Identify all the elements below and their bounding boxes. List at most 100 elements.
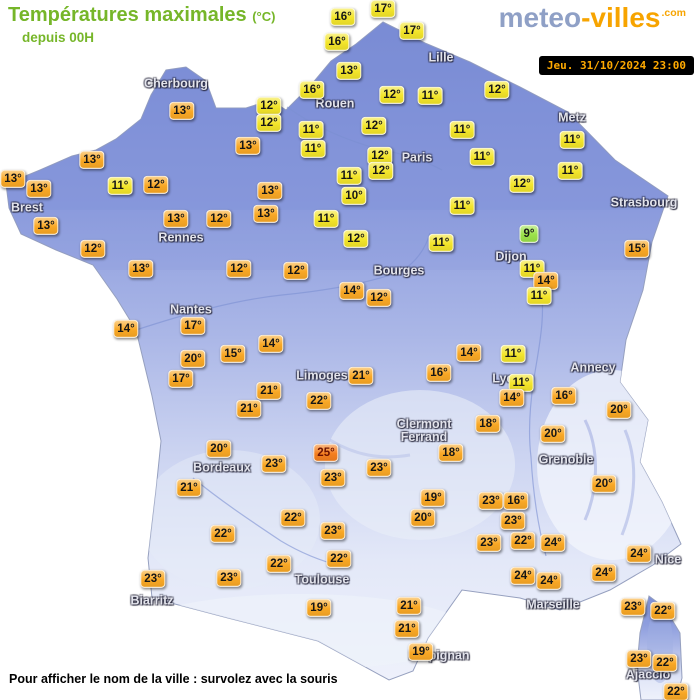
temperature-label[interactable]: 18°	[475, 414, 501, 434]
temperature-label[interactable]: 12°	[283, 261, 309, 281]
temperature-label[interactable]: 11°	[449, 120, 475, 140]
temperature-label[interactable]: 11°	[428, 233, 454, 253]
temperature-label[interactable]: 15°	[624, 239, 650, 259]
temperature-label[interactable]: 19°	[420, 488, 446, 508]
temperature-label[interactable]: 12°	[343, 229, 369, 249]
temperature-label[interactable]: 17°	[168, 369, 194, 389]
temperature-label[interactable]: 24°	[591, 563, 617, 583]
temperature-label[interactable]: 23°	[261, 454, 287, 474]
temperature-label[interactable]: 16°	[426, 363, 452, 383]
temperature-label[interactable]: 20°	[540, 424, 566, 444]
temperature-label[interactable]: 11°	[313, 209, 339, 229]
temperature-label[interactable]: 22°	[652, 653, 678, 673]
temperature-label[interactable]: 12°	[226, 259, 252, 279]
temperature-label[interactable]: 20°	[606, 400, 632, 420]
temperature-label[interactable]: 11°	[336, 166, 362, 186]
temperature-label[interactable]: 12°	[379, 85, 405, 105]
temperature-label[interactable]: 20°	[206, 439, 232, 459]
temperature-label[interactable]: 11°	[449, 196, 475, 216]
temperature-label[interactable]: 14°	[339, 281, 365, 301]
temperature-label[interactable]: 21°	[256, 381, 282, 401]
temperature-label[interactable]: 9°	[519, 224, 539, 244]
temperature-label[interactable]: 11°	[298, 120, 324, 140]
temperature-label[interactable]: 16°	[503, 491, 529, 511]
temperature-label[interactable]: 12°	[143, 175, 169, 195]
temperature-label[interactable]: 11°	[557, 161, 583, 181]
temperature-label[interactable]: 11°	[559, 130, 585, 150]
temperature-label[interactable]: 13°	[253, 204, 279, 224]
temperature-label[interactable]: 12°	[256, 96, 282, 116]
temperature-label[interactable]: 12°	[206, 209, 232, 229]
temperature-label[interactable]: 12°	[366, 288, 392, 308]
site-logo[interactable]: meteo-villes.com	[499, 2, 686, 34]
temperature-label[interactable]: 18°	[438, 443, 464, 463]
temperature-label[interactable]: 12°	[256, 113, 282, 133]
temperature-label[interactable]: 23°	[500, 511, 526, 531]
temperature-label[interactable]: 23°	[320, 468, 346, 488]
temperature-label[interactable]: 17°	[370, 0, 396, 19]
temperature-label[interactable]: 12°	[80, 239, 106, 259]
temperature-label[interactable]: 11°	[469, 147, 495, 167]
temperature-label[interactable]: 13°	[257, 181, 283, 201]
temperature-label[interactable]: 21°	[348, 366, 374, 386]
temperature-label[interactable]: 22°	[510, 531, 536, 551]
temperature-label[interactable]: 16°	[551, 386, 577, 406]
temperature-label[interactable]: 16°	[324, 32, 350, 52]
temperature-label[interactable]: 22°	[210, 524, 236, 544]
temperature-label[interactable]: 24°	[536, 571, 562, 591]
temperature-label[interactable]: 14°	[456, 343, 482, 363]
temperature-label[interactable]: 23°	[366, 458, 392, 478]
temperature-label[interactable]: 12°	[361, 116, 387, 136]
temperature-label[interactable]: 13°	[79, 150, 105, 170]
temperature-label[interactable]: 11°	[508, 373, 534, 393]
temperature-label[interactable]: 13°	[336, 61, 362, 81]
temperature-label[interactable]: 14°	[499, 388, 525, 408]
temperature-label[interactable]: 10°	[341, 186, 367, 206]
temperature-label[interactable]: 11°	[526, 286, 552, 306]
temperature-label[interactable]: 21°	[396, 596, 422, 616]
temperature-label[interactable]: 20°	[410, 508, 436, 528]
temperature-label[interactable]: 12°	[509, 174, 535, 194]
temperature-label[interactable]: 11°	[107, 176, 133, 196]
temperature-label[interactable]: 23°	[320, 521, 346, 541]
temperature-label[interactable]: 22°	[266, 554, 292, 574]
temperature-label[interactable]: 22°	[280, 508, 306, 528]
temperature-label[interactable]: 11°	[500, 344, 526, 364]
temperature-label[interactable]: 13°	[169, 101, 195, 121]
temperature-label[interactable]: 17°	[180, 316, 206, 336]
temperature-label[interactable]: 23°	[216, 568, 242, 588]
temperature-label[interactable]: 13°	[0, 169, 26, 189]
temperature-label[interactable]: 24°	[626, 544, 652, 564]
temperature-label[interactable]: 22°	[650, 601, 676, 621]
temperature-label[interactable]: 13°	[26, 179, 52, 199]
temperature-label[interactable]: 14°	[258, 334, 284, 354]
temperature-label[interactable]: 24°	[510, 566, 536, 586]
temperature-label[interactable]: 12°	[368, 161, 394, 181]
temperature-label[interactable]: 22°	[663, 682, 689, 700]
temperature-label[interactable]: 13°	[33, 216, 59, 236]
temperature-label[interactable]: 19°	[306, 598, 332, 618]
temperature-label[interactable]: 23°	[476, 533, 502, 553]
temperature-label[interactable]: 12°	[484, 80, 510, 100]
temperature-label[interactable]: 21°	[394, 619, 420, 639]
temperature-label[interactable]: 11°	[417, 86, 443, 106]
temperature-label[interactable]: 19°	[408, 642, 434, 662]
temperature-label[interactable]: 13°	[128, 259, 154, 279]
temperature-label[interactable]: 23°	[620, 597, 646, 617]
temperature-label[interactable]: 21°	[236, 399, 262, 419]
temperature-label[interactable]: 20°	[591, 474, 617, 494]
temperature-label[interactable]: 23°	[478, 491, 504, 511]
temperature-label[interactable]: 16°	[330, 7, 356, 27]
temperature-label[interactable]: 11°	[300, 139, 326, 159]
temperature-label[interactable]: 23°	[626, 649, 652, 669]
temperature-label[interactable]: 12°	[367, 146, 393, 166]
temperature-label[interactable]: 14°	[533, 271, 559, 291]
temperature-label[interactable]: 17°	[399, 21, 425, 41]
temperature-label[interactable]: 22°	[326, 549, 352, 569]
temperature-label[interactable]: 22°	[306, 391, 332, 411]
temperature-label[interactable]: 24°	[540, 533, 566, 553]
temperature-label[interactable]: 21°	[176, 478, 202, 498]
temperature-label[interactable]: 23°	[140, 569, 166, 589]
temperature-label[interactable]: 25°	[313, 443, 339, 463]
temperature-label[interactable]: 13°	[235, 136, 261, 156]
